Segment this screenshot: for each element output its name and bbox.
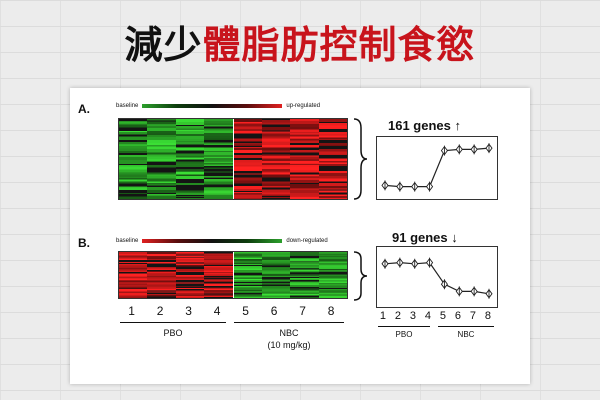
- panel-b-genes-count: 91 genes ↓: [392, 230, 458, 245]
- heatmap-column-4: [204, 119, 234, 199]
- panel-b-point-8: [485, 288, 493, 299]
- panel-b-profile-chart: [381, 257, 493, 299]
- panel-b-brace: [353, 251, 368, 301]
- panel-a-series-line: [384, 147, 490, 188]
- sample-number-4: 4: [213, 304, 221, 318]
- heatmap-column-8: [318, 119, 347, 199]
- panel-b-scale: baseline down-regulated: [116, 238, 328, 244]
- heatmap-column-5: [233, 252, 262, 298]
- heatmap-column-6: [261, 252, 291, 298]
- panel-b-point-2: [396, 257, 404, 268]
- panel-a-profile-chart: [381, 143, 493, 192]
- profile-nbc-label: NBC: [457, 330, 475, 339]
- title-black-part: 減少: [124, 22, 203, 67]
- panel-a-heatmap: [118, 118, 348, 200]
- sample-number-5: 5: [242, 304, 249, 318]
- heatmap-column-3: [175, 119, 205, 199]
- heatmap-column-2: [147, 119, 176, 199]
- panel-b-heatmap: [118, 251, 348, 299]
- panel-a-point-2: [396, 181, 404, 192]
- heatmap-column-3: [175, 252, 205, 298]
- panel-b-point-4: [426, 257, 434, 268]
- panel-a-point-6: [455, 144, 463, 155]
- heatmap-column-1: [119, 119, 148, 199]
- panel-b-profile-box: [376, 246, 498, 308]
- nbc-group-line: [234, 322, 344, 323]
- profile-sample-number-3: 3: [409, 310, 416, 322]
- panel-b-color-scale: [142, 239, 283, 243]
- nbc-group-label: NBC: [279, 328, 299, 338]
- panel-b-point-7: [470, 286, 478, 297]
- profile-pbo-label: PBO: [395, 330, 413, 339]
- panel-a-genes-count: 161 genes ↑: [388, 118, 461, 133]
- heatmap-column-7: [290, 119, 319, 199]
- sample-number-7: 7: [299, 304, 306, 318]
- pbo-group-line: [120, 322, 226, 323]
- sample-number-8: 8: [327, 304, 335, 318]
- panel-b-point-1: [381, 258, 389, 269]
- profile-sample-number-6: 6: [454, 310, 461, 322]
- profile-sample-number-2: 2: [394, 310, 401, 322]
- heatmap-column-5: [233, 119, 262, 199]
- profile-nbc-line: [438, 326, 494, 327]
- sample-number-3: 3: [185, 304, 192, 318]
- profile-sample-number-5: 5: [439, 310, 446, 322]
- panel-b-label: B.: [78, 236, 90, 250]
- sample-number-1: 1: [128, 304, 135, 318]
- profile-sample-number-8: 8: [484, 310, 491, 322]
- heatmap-column-6: [261, 119, 291, 199]
- panel-a-label: A.: [78, 102, 90, 116]
- profile-pbo-line: [378, 326, 430, 327]
- panel-a-scale: baseline up-regulated: [116, 103, 320, 109]
- heatmap-column-8: [318, 252, 347, 298]
- panel-a-scale-right: up-regulated: [286, 103, 321, 109]
- panel-b-point-5: [440, 279, 448, 290]
- panel-b-scale-left: baseline: [116, 238, 139, 244]
- profile-sample-number-7: 7: [469, 310, 476, 322]
- heatmap-column-1: [119, 252, 148, 298]
- panel-a-scale-left: baseline: [116, 103, 139, 109]
- page-title: 減少體脂肪控制食慾: [0, 14, 600, 69]
- profile-sample-number-1: 1: [379, 310, 386, 322]
- panel-a-brace: [353, 118, 368, 200]
- panel-b-point-6: [455, 286, 463, 297]
- panel-a-point-8: [485, 143, 493, 154]
- profile-sample-number-4: 4: [424, 310, 431, 322]
- panel-a-color-scale: [142, 104, 283, 108]
- panel-b-point-3: [411, 258, 419, 269]
- sample-number-6: 6: [270, 304, 278, 318]
- panel-a-profile-box: [376, 136, 498, 200]
- figure-card: A. baseline up-regulated 161 genes ↑ B. …: [70, 88, 530, 384]
- panel-a-point-4: [426, 181, 434, 192]
- panel-a-point-3: [411, 181, 419, 192]
- pbo-group-label: PBO: [163, 328, 183, 338]
- heatmap-column-2: [147, 252, 176, 298]
- title-red-part: 體脂肪控制食慾: [202, 22, 476, 67]
- heatmap-column-7: [290, 252, 319, 298]
- panel-a-point-7: [470, 144, 478, 155]
- heatmap-column-4: [204, 252, 234, 298]
- sample-number-2: 2: [156, 304, 164, 318]
- panel-a-point-1: [381, 180, 389, 191]
- panel-a-point-5: [440, 145, 448, 156]
- panel-b-scale-right: down-regulated: [286, 238, 328, 244]
- nbc-dose-label: (10 mg/kg): [267, 340, 311, 350]
